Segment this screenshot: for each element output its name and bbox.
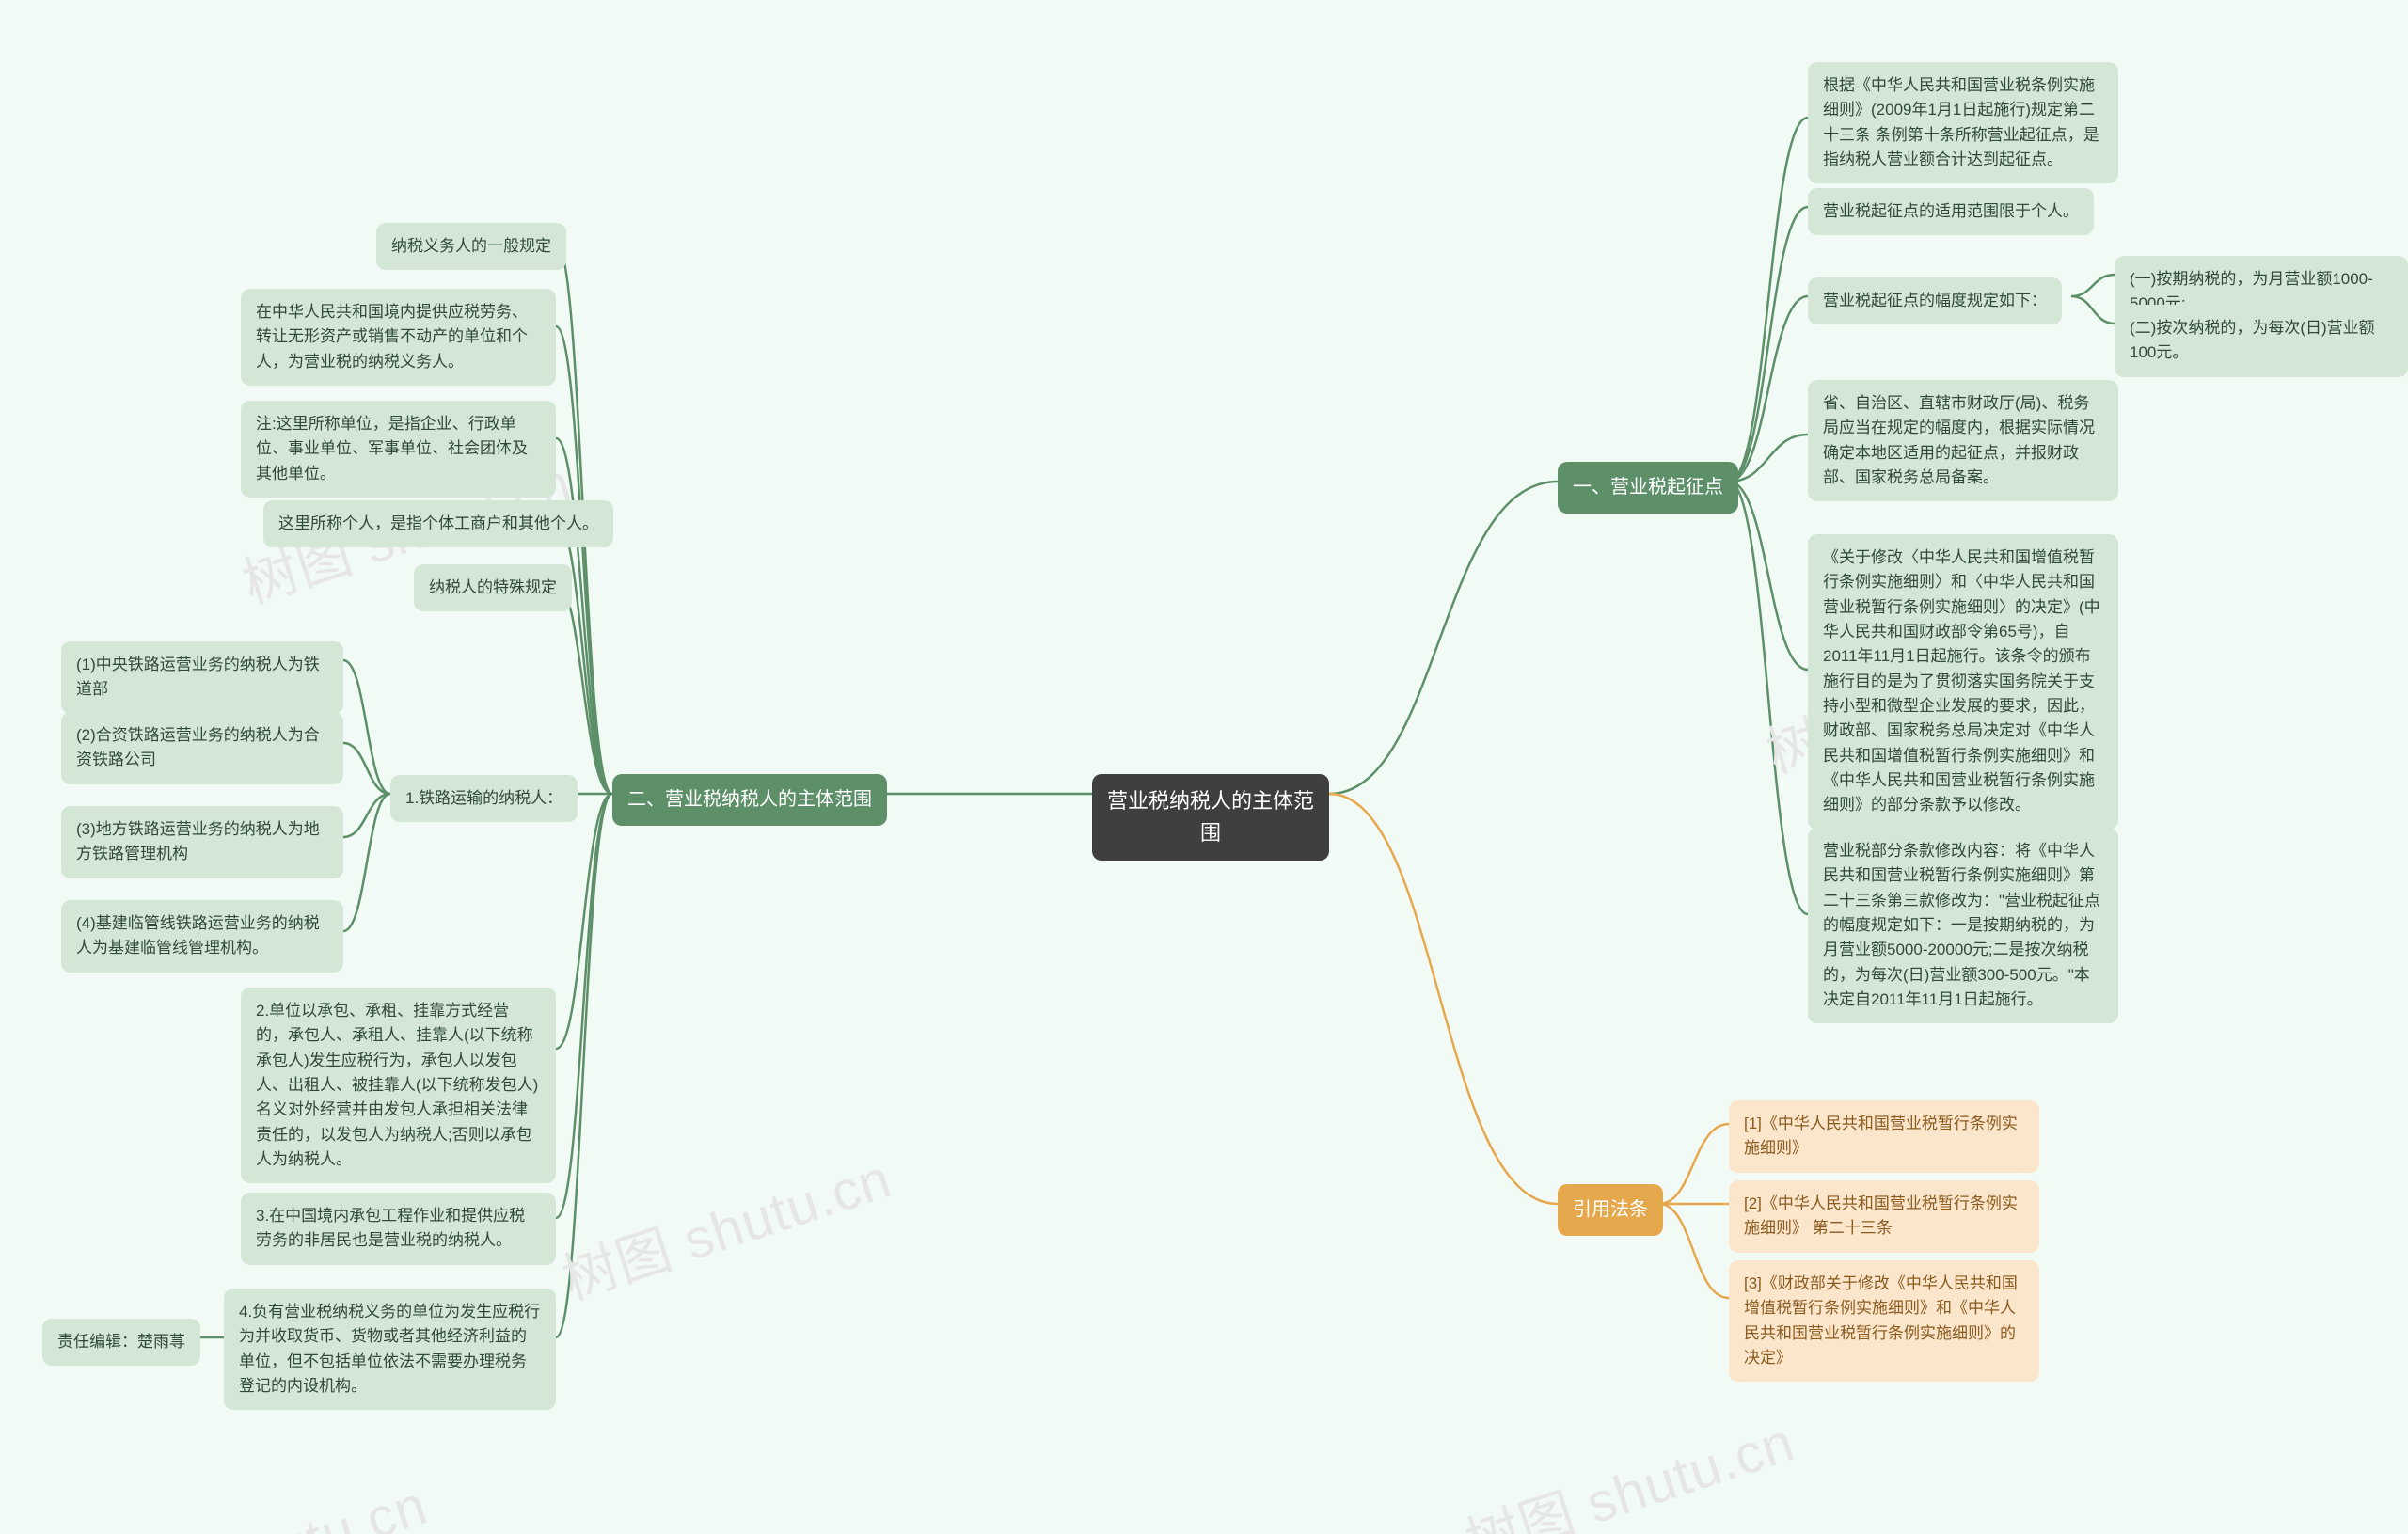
watermark: 树图 shutu.cn — [551, 1134, 900, 1315]
branch-node[interactable]: 一、营业税起征点 — [1558, 462, 1738, 514]
mindmap-canvas: 树图 shutu.cn 树图 shutu.cn shutu.cn 树图 shut… — [0, 0, 2408, 1534]
leaf-node[interactable]: 省、自治区、直辖市财政厅(局)、税务局应当在规定的幅度内，根据实际情况确定本地区… — [1808, 380, 2118, 501]
leaf-node[interactable]: (1)中央铁路运营业务的纳税人为铁道部 — [61, 641, 343, 714]
leaf-node[interactable]: (2)合资铁路运营业务的纳税人为合资铁路公司 — [61, 712, 343, 784]
leaf-node[interactable]: 这里所称个人，是指个体工商户和其他个人。 — [263, 500, 613, 547]
leaf-node[interactable]: 3.在中国境内承包工程作业和提供应税劳务的非居民也是营业税的纳税人。 — [241, 1193, 556, 1265]
leaf-node[interactable]: 1.铁路运输的纳税人： — [390, 775, 578, 822]
leaf-node[interactable]: (3)地方铁路运营业务的纳税人为地方铁路管理机构 — [61, 806, 343, 878]
leaf-node[interactable]: [3]《财政部关于修改《中华人民共和国增值税暂行条例实施细则》和《中华人民共和国… — [1729, 1260, 2039, 1382]
leaf-node[interactable]: 纳税义务人的一般规定 — [376, 223, 566, 270]
root-node[interactable]: 营业税纳税人的主体范围 — [1092, 774, 1329, 861]
leaf-node[interactable]: 2.单位以承包、承租、挂靠方式经营的，承包人、承租人、挂靠人(以下统称承包人)发… — [241, 988, 556, 1183]
leaf-node[interactable]: 《关于修改〈中华人民共和国增值税暂行条例实施细则〉和〈中华人民共和国营业税暂行条… — [1808, 534, 2118, 830]
leaf-node[interactable]: 营业税起征点的适用范围限于个人。 — [1808, 188, 2094, 235]
leaf-node[interactable]: (4)基建临管线铁路运营业务的纳税人为基建临管线管理机构。 — [61, 900, 343, 973]
leaf-node[interactable]: 营业税起征点的幅度规定如下： — [1808, 277, 2062, 324]
branch-node[interactable]: 二、营业税纳税人的主体范围 — [612, 774, 887, 826]
leaf-node[interactable]: [2]《中华人民共和国营业税暂行条例实施细则》 第二十三条 — [1729, 1180, 2039, 1253]
watermark: 树图 shutu.cn — [1454, 1398, 1803, 1534]
leaf-node[interactable]: 营业税部分条款修改内容：将《中华人民共和国营业税暂行条例实施细则》第二十三条第三… — [1808, 828, 2118, 1023]
leaf-node[interactable]: [1]《中华人民共和国营业税暂行条例实施细则》 — [1729, 1100, 2039, 1173]
watermark: shutu.cn — [212, 1474, 435, 1534]
leaf-node[interactable]: 纳税人的特殊规定 — [414, 564, 572, 611]
leaf-node[interactable]: 责任编辑：楚雨荨 — [42, 1319, 200, 1366]
leaf-node[interactable]: (二)按次纳税的，为每次(日)营业额100元。 — [2115, 305, 2408, 377]
branch-node[interactable]: 引用法条 — [1558, 1184, 1663, 1236]
leaf-node[interactable]: 在中华人民共和国境内提供应税劳务、转让无形资产或销售不动产的单位和个人，为营业税… — [241, 289, 556, 386]
leaf-node[interactable]: 4.负有营业税纳税义务的单位为发生应税行为并收取货币、货物或者其他经济利益的单位… — [224, 1289, 556, 1410]
leaf-node[interactable]: 注:这里所称单位，是指企业、行政单位、事业单位、军事单位、社会团体及其他单位。 — [241, 401, 556, 498]
leaf-node[interactable]: 根据《中华人民共和国营业税条例实施细则》(2009年1月1日起施行)规定第二十三… — [1808, 62, 2118, 183]
